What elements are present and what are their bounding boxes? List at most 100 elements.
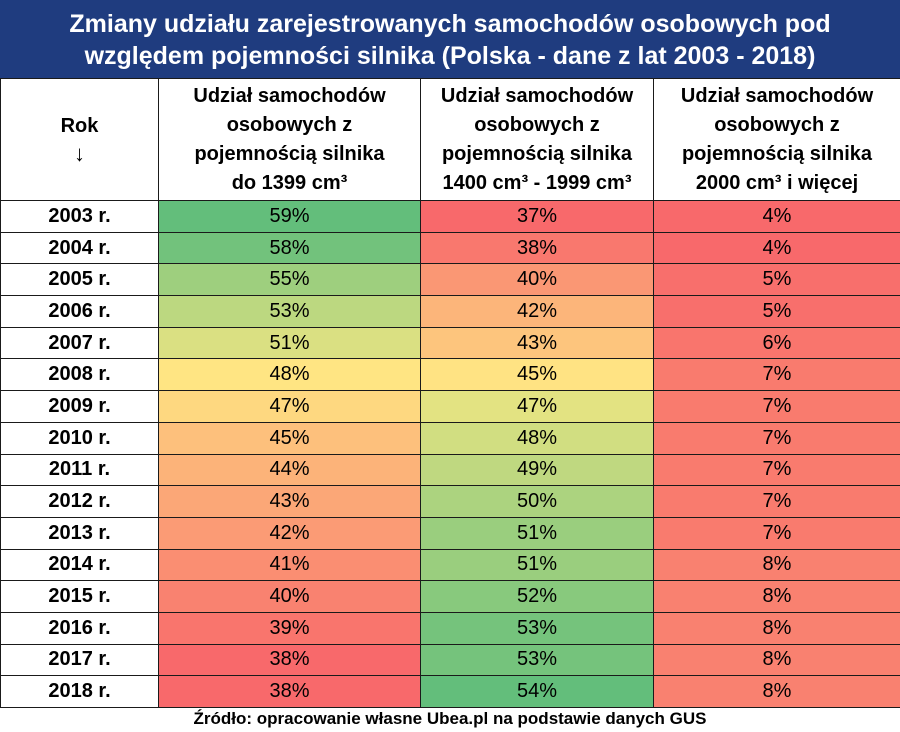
value-cell: 53% [420,611,654,645]
value-cell: 38% [420,231,654,265]
table-row: 2003 r. 59% 37% 4% [0,200,900,233]
table-row: 2009 r. 47% 47% 7% [0,390,900,423]
value-cell: 45% [158,421,421,455]
value-cell: 47% [420,390,654,423]
table-row: 2012 r. 43% 50% 7% [0,485,900,518]
value-cell: 42% [420,295,654,328]
value-cell: 45% [420,358,654,392]
value-cell: 7% [653,358,900,392]
value-cell: 44% [158,453,421,487]
chart-title-line-2: względem pojemności silnika (Polska - da… [84,42,816,70]
value-cell: 39% [158,611,421,645]
header-medium-engine-line: osobowych z [474,113,600,136]
value-cell: 5% [653,263,900,297]
value-cell: 47% [158,390,421,423]
year-cell: 2011 r. [0,453,159,487]
table-row: 2005 r. 55% 40% 5% [0,263,900,297]
year-cell: 2008 r. [0,358,159,392]
value-cell: 8% [653,580,900,613]
value-cell: 4% [653,231,900,265]
source-note: Źródło: opracowanie własne Ubea.pl na po… [193,709,707,728]
header-medium-engine: Udział samochodów osobowych z pojemności… [420,78,654,201]
value-cell: 37% [420,200,654,233]
value-cell: 59% [158,200,421,233]
value-cell: 43% [158,485,421,518]
value-cell: 49% [420,453,654,487]
value-cell: 40% [420,263,654,297]
value-cell: 42% [158,516,421,550]
value-cell: 54% [420,675,654,708]
value-cell: 41% [158,548,421,582]
value-cell: 7% [653,485,900,518]
year-cell: 2017 r. [0,643,159,677]
year-cell: 2014 r. [0,548,159,582]
chart-title-line-1: Zmiany udziału zarejestrowanych samochod… [69,10,831,38]
value-cell: 48% [420,421,654,455]
header-large-engine-line: Udział samochodów [680,84,874,107]
table-row: 2011 r. 44% 49% 7% [0,453,900,487]
value-cell: 8% [653,548,900,582]
table-row: 2015 r. 40% 52% 8% [0,580,900,613]
value-cell: 51% [420,548,654,582]
year-cell: 2007 r. [0,326,159,360]
value-cell: 51% [420,516,654,550]
value-cell: 50% [420,485,654,518]
year-cell: 2006 r. [0,295,159,328]
value-cell: 7% [653,453,900,487]
table-row: 2016 r. 39% 53% 8% [0,611,900,645]
value-cell: 38% [158,643,421,677]
year-cell: 2004 r. [0,231,159,265]
header-small-engine: Udział samochodów osobowych z pojemności… [158,78,421,201]
value-cell: 43% [420,326,654,360]
table-row: 2017 r. 38% 53% 8% [0,643,900,677]
value-cell: 38% [158,675,421,708]
table-body: 2003 r. 59% 37% 4% 2004 r. 58% 38% 4% 2005 r. 55%… [0,200,900,708]
year-cell: 2005 r. [0,263,159,297]
table-row: 2007 r. 51% 43% 6% [0,326,900,360]
chart-title: Zmiany udziału zarejestrowanych samochod… [0,0,900,78]
value-cell: 55% [158,263,421,297]
value-cell: 8% [653,643,900,677]
year-cell: 2012 r. [0,485,159,518]
value-cell: 4% [653,200,900,233]
value-cell: 53% [158,295,421,328]
value-cell: 48% [158,358,421,392]
table-row: 2008 r. 48% 45% 7% [0,358,900,392]
value-cell: 5% [653,295,900,328]
header-small-engine-line: do 1399 cm³ [231,171,348,194]
data-table: Rok ↓ Udział samochodów osobowych z poje… [0,78,900,708]
year-cell: 2010 r. [0,421,159,455]
value-cell: 52% [420,580,654,613]
value-cell: 8% [653,675,900,708]
value-cell: 51% [158,326,421,360]
value-cell: 7% [653,390,900,423]
year-cell: 2013 r. [0,516,159,550]
header-medium-engine-line: Udział samochodów [440,84,634,107]
table-row: 2006 r. 53% 42% 5% [0,295,900,328]
year-cell: 2018 r. [0,675,159,708]
table-row: 2004 r. 58% 38% 4% [0,231,900,265]
value-cell: 40% [158,580,421,613]
value-cell: 7% [653,421,900,455]
header-year-label: Rok [60,115,99,137]
header-medium-engine-line: 1400 cm³ - 1999 cm³ [442,171,632,194]
year-cell: 2009 r. [0,390,159,423]
header-large-engine-line: pojemnością silnika [681,142,873,165]
header-row: Rok ↓ Udział samochodów osobowych z poje… [0,78,900,201]
value-cell: 6% [653,326,900,360]
table-row: 2013 r. 42% 51% 7% [0,516,900,550]
year-cell: 2016 r. [0,611,159,645]
table-row: 2014 r. 41% 51% 8% [0,548,900,582]
arrow-down-icon: ↓ [74,141,85,166]
header-large-engine-line: osobowych z [714,113,840,136]
year-cell: 2015 r. [0,580,159,613]
value-cell: 58% [158,231,421,265]
header-year: Rok ↓ [0,78,159,201]
table-row: 2018 r. 38% 54% 8% [0,675,900,708]
value-cell: 8% [653,611,900,645]
header-small-engine-line: Udział samochodów [193,84,386,107]
value-cell: 7% [653,516,900,550]
value-cell: 53% [420,643,654,677]
year-cell: 2003 r. [0,200,159,233]
header-small-engine-line: pojemnością silnika [194,142,385,165]
